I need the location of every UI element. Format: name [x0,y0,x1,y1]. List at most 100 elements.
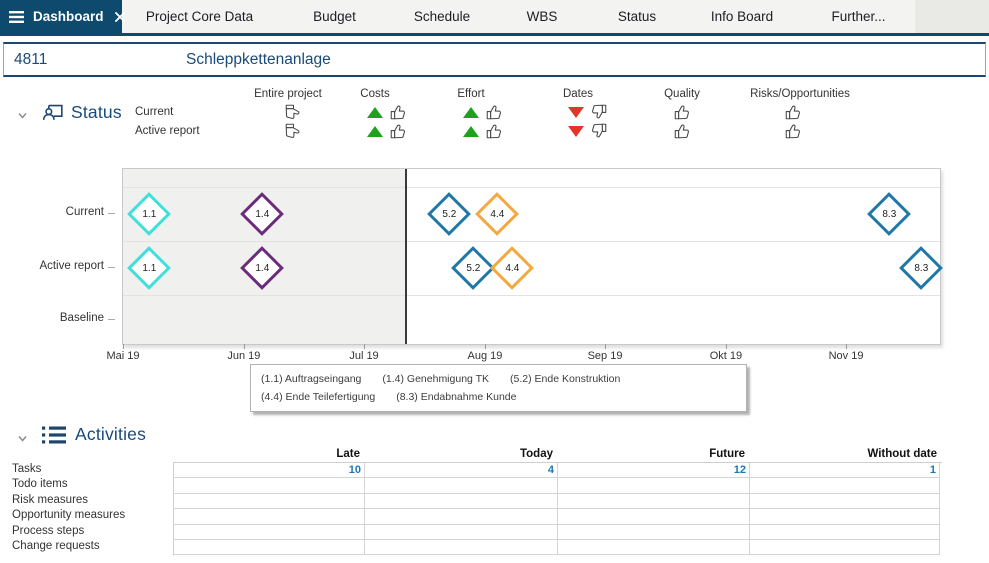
tab-further[interactable]: Further... [831,9,886,24]
milestone-label: 1.4 [254,208,269,220]
status-row-label-active-report: Active report [135,125,200,137]
activities-cell-process-steps-without-date[interactable] [750,524,940,540]
tab-dashboard-active[interactable]: Dashboard [0,0,125,33]
activities-cell-todo-items-without-date[interactable] [750,478,940,494]
activities-row-label-risk-measures: Risk measures [12,493,89,506]
chart-today-line [404,169,407,344]
activities-cell-tasks-today[interactable]: 4 [365,463,558,479]
milestone-label: 1.4 [254,262,269,274]
legend-item-5-2: (5.2) Ende Konstruktion [510,373,621,385]
tab-info-board[interactable]: Info Board [710,9,774,24]
thumb-up-icon [485,103,503,121]
axis-tick [123,344,124,349]
milestone-label: 8.3 [914,262,929,274]
activities-cell-change-requests-future[interactable] [558,539,750,556]
status-section-title: Status [71,102,122,122]
activities-cell-opportunity-measures-without-date[interactable] [750,509,940,525]
activities-cell-process-steps-future[interactable] [558,524,750,540]
tab-bar: Dashboard Project Core Data Budget Schedul… [0,0,989,33]
status-section-icon [40,101,66,129]
chart-row-label-tick [108,319,115,320]
status-indicator-quality-active-report [673,122,691,140]
project-id: 4811 [14,50,48,68]
activities-cell-todo-items-late[interactable] [174,478,365,494]
thumb-up-icon [784,103,802,121]
activities-cell-tasks-late[interactable]: 10 [174,463,365,479]
thumb-neutral-icon [284,122,302,140]
thumb-up-icon [673,103,691,121]
activities-cell-todo-items-future[interactable] [558,478,750,494]
milestone-5.2-current[interactable]: 5.2 [427,192,471,236]
chart-row-label-current: Current [65,206,104,218]
activities-row-label-change-requests: Change requests [12,540,100,552]
status-column-header-costs: Costs [360,88,390,100]
status-collapse-chevron-icon[interactable] [17,108,29,120]
activities-cell-todo-items-today[interactable] [365,478,558,494]
activities-row-label-opportunity-measures: Opportunity measures [12,509,126,522]
activities-cell-opportunity-measures-future[interactable] [558,509,750,525]
legend-item-1-1: (1.1) Auftragseingang [261,373,362,385]
tab-bar-underline [0,33,989,36]
milestone-label: 4.4 [490,208,505,220]
milestone-5.2-active-report[interactable]: 5.2 [451,246,496,290]
close-tab-icon[interactable] [114,11,125,22]
activities-row-label-todo-items: Todo items [12,478,68,491]
activities-cell-risk-measures-future[interactable] [558,493,750,510]
activities-cell-change-requests-late[interactable] [174,539,365,556]
status-indicator-entire-project-current [284,103,302,121]
chart-row-divider [123,187,940,188]
activities-cell-tasks-future[interactable]: 12 [558,463,750,479]
axis-label-sep-19: Sep 19 [587,350,623,362]
chart-row-label-tick [108,213,115,214]
activities-collapse-chevron-icon[interactable] [17,431,29,443]
status-column-header-entire-project: Entire project [254,88,322,100]
activities-cell-opportunity-measures-today[interactable] [365,509,558,525]
thumb-up-icon [485,122,503,140]
axis-label-jun-19: Jun 19 [227,350,261,362]
hamburger-menu-icon[interactable] [9,10,24,23]
thumb-up-icon [673,122,691,140]
milestone-label: 8.3 [882,208,897,220]
milestone-8.3-current[interactable]: 8.3 [867,192,912,236]
status-indicator-costs-active-report [367,122,407,140]
axis-tick [484,344,486,349]
activities-column-header-future: Future [709,448,745,460]
tab-budget[interactable]: Budget [313,9,356,24]
status-column-header-effort: Effort [457,88,485,100]
tab-wbs[interactable]: WBS [526,9,558,24]
chart-row-divider [123,241,940,242]
milestone-label: 5.2 [442,208,456,220]
activities-cell-process-steps-today[interactable] [365,524,558,540]
status-indicator-risks-opportunities-current [784,103,802,121]
status-indicator-effort-active-report [463,122,503,140]
tab-status[interactable]: Status [617,9,657,24]
activities-cell-tasks-without-date[interactable]: 1 [750,463,940,479]
activities-cell-process-steps-late[interactable] [174,524,365,540]
axis-label-jul-19: Jul 19 [349,350,379,362]
activities-cell-risk-measures-late[interactable] [174,493,365,510]
status-indicator-effort-current [463,103,503,121]
milestone-chart[interactable]: 1.1 1.4 5.2 4.4 8.3 1.1 1.4 5.2 4.4 8.3 Mai 19 Jun … [106,168,944,362]
milestone-label: 1.1 [142,208,157,220]
activities-cell-opportunity-measures-late[interactable] [174,509,365,525]
activities-cell-risk-measures-without-date[interactable] [750,493,940,510]
chart-row-label-tick [108,267,115,268]
milestone-8.3-active-report[interactable]: 8.3 [899,246,944,290]
status-indicator-dates-active-report [568,122,608,140]
trend-up-icon [463,106,479,118]
trend-up-icon [463,125,479,137]
activities-cell-change-requests-today[interactable] [365,539,558,556]
milestone-4.4-current[interactable]: 4.4 [475,192,520,236]
thumb-up-icon [389,103,407,121]
milestone-4.4-active-report[interactable]: 4.4 [489,246,534,290]
milestone-label: 4.4 [504,262,519,274]
tab-schedule[interactable]: Schedule [413,9,471,24]
tab-project-core-data[interactable]: Project Core Data [145,9,254,24]
activities-cell-risk-measures-today[interactable] [365,493,558,510]
activities-cell-change-requests-without-date[interactable] [750,539,940,556]
thumb-up-icon [389,122,407,140]
tab-strip: Project Core Data Budget Schedule WBS Status… [122,0,915,33]
project-header: 4811 Schleppkettenanlage [3,42,986,77]
legend-item-1-4: (1.4) Genehmigung TK [382,373,490,385]
status-column-header-risks-opportunities: Risks/Opportunities [750,88,850,100]
